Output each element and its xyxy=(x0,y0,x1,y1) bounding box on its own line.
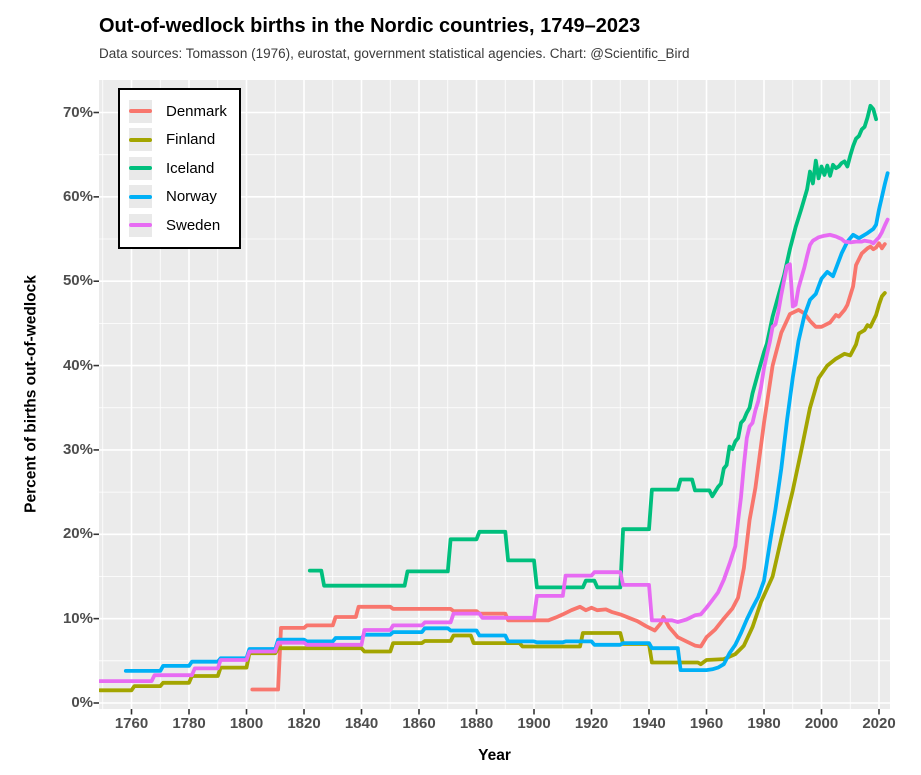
legend-key-denmark xyxy=(129,99,152,123)
legend-key-iceland xyxy=(129,156,152,180)
series-line-sweden xyxy=(99,217,890,683)
y-tick-label-60%: 60% xyxy=(62,187,93,205)
legend: Denmark Finland Iceland Norway Sweden xyxy=(118,88,241,249)
x-tick-label-1900: 1900 xyxy=(517,715,551,732)
y-tick-label-10%: 10% xyxy=(62,609,93,627)
y-tick-label-50%: 50% xyxy=(62,272,93,290)
legend-item-denmark: Denmark xyxy=(120,97,239,126)
x-tick-label-1960: 1960 xyxy=(689,715,724,732)
y-tick-label-40%: 40% xyxy=(62,356,93,374)
legend-label-finland: Finland xyxy=(166,131,216,149)
legend-key-finland xyxy=(129,128,152,152)
legend-item-norway: Norway xyxy=(120,183,239,212)
legend-key-sweden xyxy=(129,213,152,237)
x-tick-label-1780: 1780 xyxy=(172,715,206,732)
x-tick-label-2000: 2000 xyxy=(804,715,839,732)
series-line-norway xyxy=(123,171,890,673)
x-tick-label-2020: 2020 xyxy=(862,715,896,732)
x-tick-label-1800: 1800 xyxy=(229,715,264,732)
x-tick-label-1840: 1840 xyxy=(344,715,379,732)
iceland-line-swatch xyxy=(129,166,152,171)
y-axis-title: Percent of births out-of-wedlock xyxy=(22,275,40,513)
legend-item-iceland: Iceland xyxy=(120,154,239,183)
x-tick-label-1880: 1880 xyxy=(459,715,494,732)
legend-label-sweden: Sweden xyxy=(166,216,221,234)
legend-key-norway xyxy=(129,185,152,209)
x-tick-label-1980: 1980 xyxy=(747,715,781,732)
y-tick-label-30%: 30% xyxy=(62,440,93,458)
norway-line-swatch xyxy=(129,194,152,199)
x-tick-label-1860: 1860 xyxy=(402,715,436,732)
x-axis-title: Year xyxy=(478,747,511,764)
legend-label-iceland: Iceland xyxy=(166,159,215,177)
y-tick-label-20%: 20% xyxy=(62,525,93,543)
legend-label-denmark: Denmark xyxy=(166,102,227,120)
finland-line-swatch xyxy=(129,137,152,142)
chart-title: Out-of-wedlock births in the Nordic coun… xyxy=(99,15,641,37)
legend-item-sweden: Sweden xyxy=(120,211,239,240)
x-tick-label-1820: 1820 xyxy=(287,715,321,732)
x-tick-label-1760: 1760 xyxy=(114,715,149,732)
y-tick-label-0%: 0% xyxy=(71,694,93,711)
legend-item-finland: Finland xyxy=(120,126,239,155)
sweden-line-swatch xyxy=(129,223,152,228)
x-tick-label-1920: 1920 xyxy=(574,715,609,732)
legend-label-norway: Norway xyxy=(166,188,217,206)
y-tick-label-70%: 70% xyxy=(62,103,93,121)
denmark-line-swatch xyxy=(129,109,152,114)
x-tick-label-1940: 1940 xyxy=(632,715,666,732)
chart-subtitle: Data sources: Tomasson (1976), eurostat,… xyxy=(99,46,690,61)
series-line-denmark xyxy=(250,241,887,692)
series-line-iceland xyxy=(307,103,878,590)
